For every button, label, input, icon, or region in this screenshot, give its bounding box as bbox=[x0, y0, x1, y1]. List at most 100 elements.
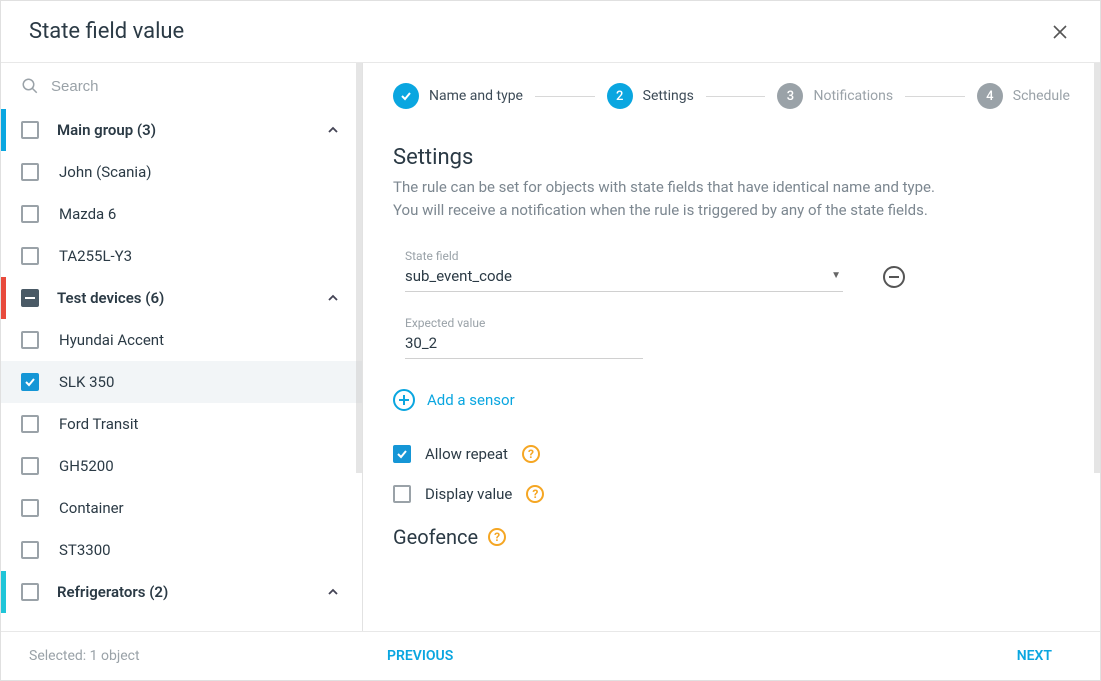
checkbox[interactable] bbox=[21, 205, 39, 223]
step-1[interactable]: Name and type bbox=[393, 83, 523, 109]
stepper: Name and type 2 Settings 3 Notifications 4 Sch… bbox=[363, 63, 1100, 121]
tree-item-label: John (Scania) bbox=[57, 163, 344, 181]
add-sensor-label: Add a sensor bbox=[427, 391, 515, 409]
checkbox[interactable] bbox=[21, 289, 39, 307]
checkbox[interactable] bbox=[21, 457, 39, 475]
tree-item-label: Container bbox=[57, 499, 344, 517]
tree-group[interactable]: Refrigerators (2) bbox=[1, 571, 362, 613]
checkbox[interactable] bbox=[21, 373, 39, 391]
geofence-label: Geofence bbox=[393, 525, 478, 549]
step-4[interactable]: 4 Schedule bbox=[977, 83, 1070, 109]
step-2[interactable]: 2 Settings bbox=[607, 83, 694, 109]
settings-description: The rule can be set for objects with sta… bbox=[393, 176, 1070, 223]
expected-value-field: Expected value 30_2 bbox=[393, 316, 643, 359]
dialog-body: Main group (3) John (Scania) Mazda 6 TA255L… bbox=[1, 63, 1100, 631]
checkbox[interactable] bbox=[21, 331, 39, 349]
tree-item[interactable]: GH5200 bbox=[1, 445, 362, 487]
checkbox[interactable] bbox=[21, 121, 39, 139]
checkbox[interactable] bbox=[21, 415, 39, 433]
tree-item-label: Ford Transit bbox=[57, 415, 344, 433]
checkbox[interactable] bbox=[21, 163, 39, 181]
step-circle: 2 bbox=[607, 83, 633, 109]
help-icon[interactable]: ? bbox=[522, 445, 540, 463]
dialog: State field value Main group (3) John (Sc… bbox=[0, 0, 1101, 681]
tree-item-label: SLK 350 bbox=[57, 373, 344, 391]
close-button[interactable] bbox=[1048, 20, 1072, 44]
chevron-up-icon[interactable] bbox=[322, 581, 344, 603]
sidebar: Main group (3) John (Scania) Mazda 6 TA255L… bbox=[1, 63, 363, 631]
chevron-up-icon[interactable] bbox=[322, 119, 344, 141]
state-field-label: State field bbox=[405, 249, 843, 263]
step-label: Settings bbox=[643, 88, 694, 104]
tree-item[interactable]: Ford Transit bbox=[1, 403, 362, 445]
main-panel: Name and type 2 Settings 3 Notifications 4 Sch… bbox=[363, 63, 1100, 631]
chevron-up-icon[interactable] bbox=[322, 287, 344, 309]
tree-group[interactable]: Main group (3) bbox=[1, 109, 362, 151]
state-field: State field sub_event_code ▼ bbox=[393, 249, 843, 292]
tree-item-label: Main group (3) bbox=[57, 121, 304, 139]
previous-button[interactable]: PREVIOUS bbox=[387, 648, 453, 664]
tree-item[interactable]: Hyundai Accent bbox=[1, 319, 362, 361]
chevron-down-icon: ▼ bbox=[831, 270, 841, 281]
step-label: Schedule bbox=[1013, 88, 1070, 104]
step-3[interactable]: 3 Notifications bbox=[777, 83, 893, 109]
step-label: Notifications bbox=[813, 88, 893, 104]
tree-item-label: TA255L-Y3 bbox=[57, 247, 344, 265]
tree-item[interactable]: Mazda 6 bbox=[1, 193, 362, 235]
display-value-label: Display value bbox=[425, 485, 512, 503]
expected-value-label: Expected value bbox=[405, 316, 643, 330]
tree-item-label: Refrigerators (2) bbox=[57, 583, 304, 601]
step-connector bbox=[706, 96, 766, 97]
search-row bbox=[1, 63, 362, 109]
checkbox[interactable] bbox=[21, 499, 39, 517]
tree-item-label: GH5200 bbox=[57, 457, 344, 475]
scrollbar[interactable] bbox=[1094, 63, 1100, 473]
add-sensor-button[interactable]: Add a sensor bbox=[393, 389, 1070, 411]
tree-item[interactable]: TA255L-Y3 bbox=[1, 235, 362, 277]
checkbox[interactable] bbox=[21, 583, 39, 601]
display-value-option: Display value ? bbox=[393, 485, 1070, 503]
tree-item-label: ST3300 bbox=[57, 541, 344, 559]
tree-item[interactable]: SLK 350 bbox=[1, 361, 362, 403]
expected-value: 30_2 bbox=[405, 334, 641, 352]
expected-value-input[interactable]: 30_2 bbox=[405, 332, 643, 359]
scrollbar[interactable] bbox=[356, 63, 362, 473]
step-connector bbox=[535, 96, 595, 97]
dialog-title: State field value bbox=[29, 19, 184, 44]
step-connector bbox=[905, 96, 965, 97]
tree-item-label: Mazda 6 bbox=[57, 205, 344, 223]
dialog-footer: Selected: 1 object PREVIOUS NEXT bbox=[1, 631, 1100, 680]
display-value-checkbox[interactable] bbox=[393, 485, 411, 503]
help-icon[interactable]: ? bbox=[526, 485, 544, 503]
checkbox[interactable] bbox=[21, 247, 39, 265]
tree-item-label: Test devices (6) bbox=[57, 289, 304, 307]
checkbox[interactable] bbox=[21, 541, 39, 559]
close-icon bbox=[1052, 24, 1068, 40]
state-field-value: sub_event_code bbox=[405, 267, 823, 285]
plus-icon bbox=[393, 389, 415, 411]
dialog-header: State field value bbox=[1, 1, 1100, 63]
selection-status: Selected: 1 object bbox=[29, 648, 140, 664]
settings-title: Settings bbox=[393, 145, 1070, 170]
step-circle: 4 bbox=[977, 83, 1003, 109]
next-button[interactable]: NEXT bbox=[1017, 648, 1052, 664]
allow-repeat-label: Allow repeat bbox=[425, 445, 508, 463]
remove-field-button[interactable] bbox=[883, 266, 905, 288]
tree-group[interactable]: Test devices (6) bbox=[1, 277, 362, 319]
help-icon[interactable]: ? bbox=[488, 528, 506, 546]
tree-item-label: Hyundai Accent bbox=[57, 331, 344, 349]
geofence-section-title: Geofence ? bbox=[393, 525, 1070, 549]
state-field-row: State field sub_event_code ▼ bbox=[393, 249, 1070, 292]
tree-item[interactable]: John (Scania) bbox=[1, 151, 362, 193]
allow-repeat-checkbox[interactable] bbox=[393, 445, 411, 463]
object-tree[interactable]: Main group (3) John (Scania) Mazda 6 TA255L… bbox=[1, 109, 362, 631]
search-input[interactable] bbox=[51, 78, 344, 95]
step-circle bbox=[393, 83, 419, 109]
search-icon bbox=[21, 77, 39, 95]
tree-item[interactable]: ST3300 bbox=[1, 529, 362, 571]
step-circle: 3 bbox=[777, 83, 803, 109]
state-field-select[interactable]: sub_event_code ▼ bbox=[405, 265, 843, 292]
allow-repeat-option: Allow repeat ? bbox=[393, 445, 1070, 463]
step-label: Name and type bbox=[429, 88, 523, 104]
tree-item[interactable]: Container bbox=[1, 487, 362, 529]
